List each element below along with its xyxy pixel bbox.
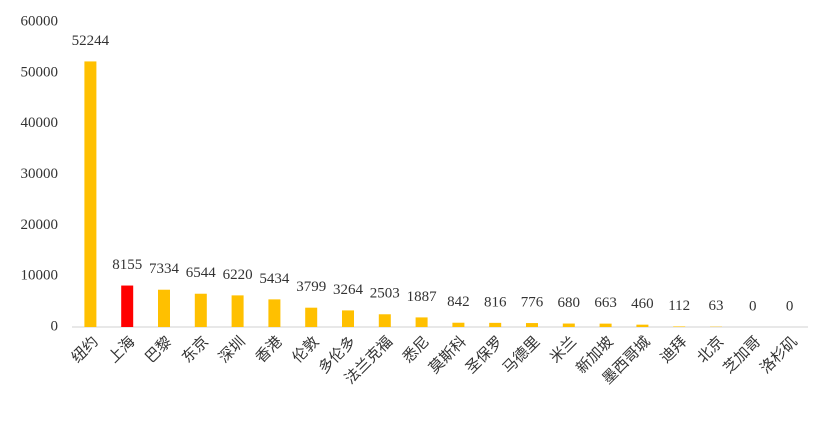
x-tick-label: 上海 [105,333,138,366]
bar [268,299,281,327]
x-tick-label: 香港 [252,333,285,366]
value-label: 1887 [407,289,438,305]
x-tick-label: 迪拜 [657,333,690,366]
y-tick-label: 60000 [21,13,59,29]
value-label: 842 [447,294,470,310]
x-tick-label: 莫斯科 [426,333,470,377]
value-label: 63 [709,298,724,314]
y-tick-label: 10000 [21,268,59,284]
value-label: 7334 [149,261,180,277]
x-tick-label: 米兰 [547,333,580,366]
value-label: 112 [668,298,690,314]
value-label: 8155 [112,257,142,273]
bar [636,324,649,327]
value-label: 2503 [370,286,400,302]
x-tick-label: 纽约 [68,333,101,366]
value-label: 3799 [296,279,326,295]
bar [231,295,244,327]
x-tick-label: 伦敦 [289,333,322,366]
y-tick-label: 0 [51,318,59,334]
x-tick-label: 马德里 [499,333,544,378]
value-label: 663 [594,295,617,311]
value-label: 3264 [333,282,364,298]
bar [342,310,354,327]
bar [452,322,465,327]
bar [378,314,391,327]
value-label: 5434 [259,271,290,287]
y-tick-label: 20000 [21,217,59,233]
value-label: 6220 [223,267,253,283]
x-tick-label: 圣保罗 [463,333,507,377]
y-tick-label: 40000 [21,115,59,131]
bar [562,323,575,327]
x-tick-label: 悉尼 [400,333,433,366]
value-label: 6544 [186,265,217,281]
value-label: 680 [558,295,581,311]
bar [158,289,170,327]
y-tick-label: 50000 [21,64,59,80]
bar [84,61,97,328]
bar [194,293,207,327]
value-label: 52244 [72,33,110,49]
value-label: 460 [631,296,654,312]
bar [415,317,428,327]
bar [121,285,134,327]
value-label: 0 [786,298,794,314]
x-tick-label: 巴黎 [142,333,175,366]
bar [599,323,612,327]
bar [673,326,686,327]
x-tick-label: 东京 [179,333,212,366]
bar [305,307,318,327]
value-label: 0 [749,298,757,314]
value-label: 776 [521,294,544,310]
x-tick-label: 芝加哥 [720,333,764,377]
x-tick-label: 深圳 [216,333,249,366]
bar [489,322,502,327]
value-label: 816 [484,294,507,310]
y-tick-label: 30000 [21,166,59,182]
bar [526,323,538,327]
x-tick-label: 洛杉矶 [757,333,801,377]
x-tick-label: 北京 [694,333,727,366]
